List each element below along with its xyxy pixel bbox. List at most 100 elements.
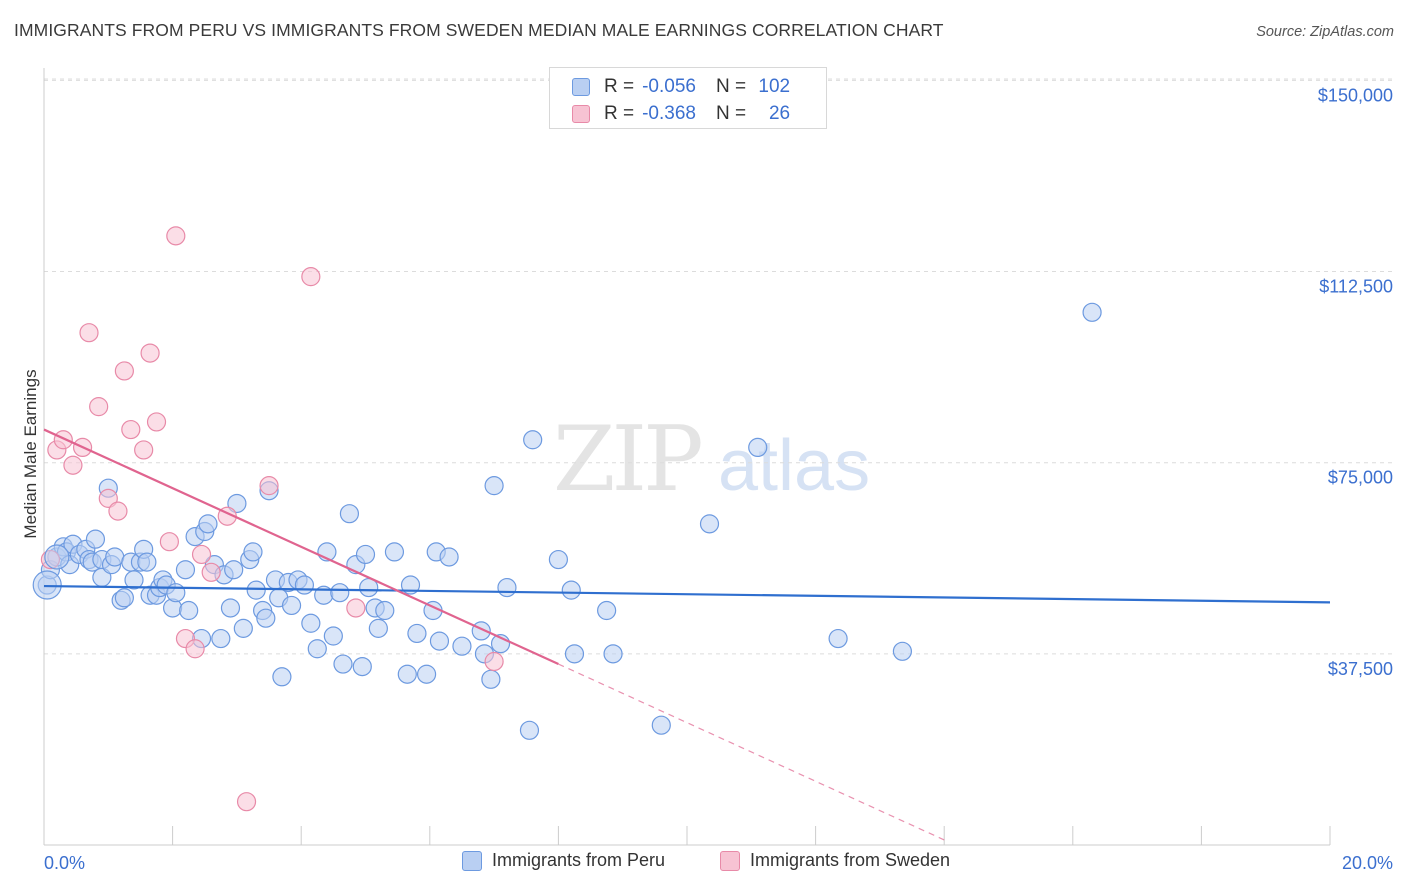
point-sweden bbox=[484, 651, 504, 672]
point-peru bbox=[256, 608, 276, 628]
legend-label-peru: Immigrants from Peru bbox=[492, 850, 666, 870]
point-sweden bbox=[114, 361, 134, 381]
legend-item-sweden[interactable]: Immigrants from Sweden bbox=[720, 850, 950, 871]
point-sweden bbox=[53, 430, 73, 450]
point-sweden bbox=[121, 419, 141, 440]
point-peru bbox=[397, 664, 417, 684]
point-sweden bbox=[301, 267, 321, 287]
x-tick-label: 0.0% bbox=[44, 853, 85, 873]
trend-line-peru bbox=[43, 584, 1331, 604]
watermark-zip: ZIP bbox=[553, 407, 701, 512]
trend-line-sweden bbox=[43, 428, 559, 666]
point-peru bbox=[227, 493, 247, 514]
point-peru bbox=[548, 549, 569, 570]
chart-title: IMMIGRANTS FROM PERU VS IMMIGRANTS FROM … bbox=[14, 20, 944, 40]
point-peru bbox=[44, 544, 70, 570]
point-peru bbox=[375, 600, 395, 621]
y-tick-label: $112,500 bbox=[1319, 277, 1393, 297]
legend-item-peru[interactable]: Immigrants from Peru bbox=[462, 850, 665, 871]
point-sweden bbox=[191, 544, 212, 565]
point-sweden bbox=[201, 562, 221, 582]
point-peru bbox=[828, 628, 848, 649]
point-peru bbox=[166, 583, 186, 603]
point-peru bbox=[243, 542, 263, 562]
y-tick-label: $75,000 bbox=[1328, 468, 1393, 488]
point-sweden bbox=[134, 440, 154, 460]
point-peru bbox=[407, 623, 427, 644]
point-sweden bbox=[79, 323, 99, 343]
point-peru bbox=[497, 577, 517, 598]
point-peru bbox=[198, 514, 218, 534]
point-peru bbox=[416, 664, 437, 684]
point-peru bbox=[519, 720, 540, 740]
point-peru bbox=[339, 504, 360, 524]
point-peru bbox=[523, 430, 543, 450]
point-sweden bbox=[89, 397, 109, 417]
point-peru bbox=[105, 547, 125, 567]
point-peru bbox=[137, 552, 157, 572]
point-peru bbox=[124, 570, 144, 590]
point-peru bbox=[233, 618, 253, 638]
point-peru bbox=[384, 542, 405, 562]
point-sweden bbox=[236, 792, 257, 812]
point-peru bbox=[603, 644, 623, 664]
x-tick-label: 20.0% bbox=[1342, 853, 1393, 873]
trend-extension-sweden bbox=[558, 663, 945, 841]
r-value: -0.368 bbox=[642, 103, 696, 124]
point-peru bbox=[307, 639, 327, 659]
point-peru bbox=[272, 667, 292, 687]
point-peru bbox=[452, 636, 472, 656]
data-points bbox=[32, 226, 1102, 812]
legend-label-sweden: Immigrants from Sweden bbox=[750, 850, 951, 870]
point-peru bbox=[429, 631, 450, 651]
axes bbox=[43, 68, 1331, 846]
point-peru bbox=[352, 656, 372, 677]
peru-swatch bbox=[572, 78, 590, 96]
point-peru bbox=[246, 580, 266, 600]
point-peru bbox=[85, 529, 106, 549]
watermark-atlas: atlas bbox=[718, 426, 870, 506]
point-peru bbox=[564, 644, 585, 664]
point-peru bbox=[561, 580, 581, 600]
peru-swatch bbox=[462, 850, 482, 871]
point-peru bbox=[1082, 302, 1102, 322]
point-peru bbox=[748, 437, 768, 458]
point-peru bbox=[114, 588, 134, 608]
trend-lines bbox=[43, 428, 1331, 841]
point-sweden bbox=[108, 501, 128, 521]
point-peru bbox=[211, 628, 231, 649]
point-sweden bbox=[146, 412, 167, 432]
point-peru bbox=[281, 595, 302, 616]
stats-legend: R = -0.056 N = 102 R = -0.368 N = 26 bbox=[549, 67, 827, 129]
point-sweden bbox=[185, 639, 205, 659]
point-peru bbox=[481, 669, 501, 689]
point-peru bbox=[333, 654, 353, 674]
r-value: -0.056 bbox=[642, 76, 696, 97]
point-sweden bbox=[166, 226, 186, 246]
point-sweden bbox=[140, 343, 160, 363]
bottom-legend: Immigrants from Peru Immigrants from Swe… bbox=[0, 850, 1406, 878]
point-sweden bbox=[346, 598, 366, 618]
point-peru bbox=[220, 598, 241, 618]
point-peru bbox=[355, 544, 376, 565]
point-peru bbox=[368, 618, 388, 638]
point-peru bbox=[400, 575, 421, 595]
point-peru bbox=[175, 560, 196, 580]
r-label: R = bbox=[604, 103, 635, 124]
point-sweden bbox=[159, 532, 179, 552]
point-peru bbox=[651, 715, 671, 735]
point-peru bbox=[224, 560, 244, 580]
watermark: ZIP atlas bbox=[553, 407, 870, 512]
r-label: R = bbox=[604, 76, 635, 97]
point-peru bbox=[294, 575, 315, 595]
point-peru bbox=[330, 583, 350, 603]
y-axis-label: Median Male Earnings bbox=[21, 369, 40, 538]
n-label: N = bbox=[715, 76, 747, 97]
point-sweden bbox=[259, 476, 279, 496]
y-tick-label: $150,000 bbox=[1318, 85, 1393, 105]
point-sweden bbox=[63, 455, 83, 475]
tick-labels: $37,500 $75,000 $112,500 $150,000 0.0% 20.0% bbox=[44, 85, 1393, 873]
y-tick-label: $37,500 bbox=[1328, 659, 1393, 679]
n-value: 26 bbox=[768, 103, 791, 124]
n-label: N = bbox=[715, 103, 747, 124]
